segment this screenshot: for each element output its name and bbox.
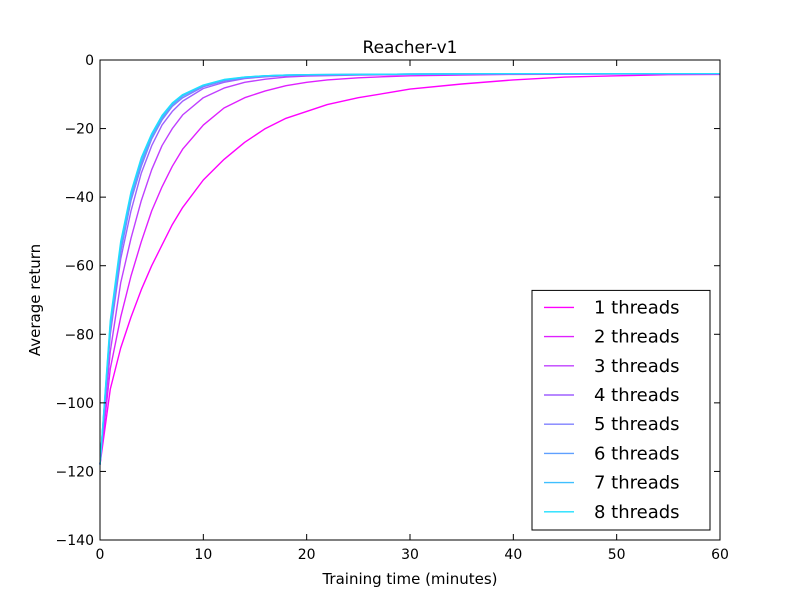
legend-label: 4 threads xyxy=(594,385,680,406)
legend-label: 5 threads xyxy=(594,414,680,435)
legend: 1 threads 2 threads 3 threads 4 threads 5 th… xyxy=(531,289,711,531)
legend-label: 1 threads xyxy=(594,297,680,318)
x-axis-label: Training time (minutes) xyxy=(321,570,497,588)
legend-label: 6 threads xyxy=(594,443,680,464)
x-tick-label: 20 xyxy=(298,547,316,563)
y-tick-label: −40 xyxy=(64,190,94,206)
legend-entry: 1 threads xyxy=(544,297,680,318)
legend-entry: 7 threads xyxy=(544,473,680,494)
legend-entry: 3 threads xyxy=(544,356,680,377)
legend-entry: 6 threads xyxy=(544,443,680,464)
legend-entry: 2 threads xyxy=(544,327,680,348)
x-tick-label: 0 xyxy=(96,547,105,563)
legend-label: 3 threads xyxy=(594,356,680,377)
legend-entry: 8 threads xyxy=(544,502,680,523)
chart-title: Reacher-v1 xyxy=(363,38,458,58)
x-tick-label: 60 xyxy=(711,547,729,563)
y-tick-label: −20 xyxy=(64,122,94,138)
legend-frame xyxy=(531,289,711,531)
series-line-2 xyxy=(99,73,721,465)
legend-label: 8 threads xyxy=(594,502,680,523)
y-tick-label: −80 xyxy=(64,327,94,343)
legend-label: 7 threads xyxy=(594,473,680,494)
x-tick-label: 10 xyxy=(194,547,212,563)
series-layer xyxy=(99,72,721,465)
x-tick-label: 40 xyxy=(504,547,522,563)
y-tick-label: −60 xyxy=(64,259,94,275)
legend-entry: 5 threads xyxy=(544,414,680,435)
series-line-1 xyxy=(99,73,721,465)
y-axis-label: Average return xyxy=(26,244,44,356)
tick-layer: 0 10 20 30 40 50 60 0 −20 −40 −60 −80 −100 −120 −140 xyxy=(56,53,729,563)
y-tick-label: −100 xyxy=(56,396,94,412)
legend-entry: 4 threads xyxy=(544,385,680,406)
y-tick-label: −120 xyxy=(56,464,94,480)
x-tick-label: 50 xyxy=(608,547,626,563)
y-tick-label: −140 xyxy=(56,533,94,549)
legend-label: 2 threads xyxy=(594,327,680,348)
x-tick-label: 30 xyxy=(401,547,419,563)
y-tick-label: 0 xyxy=(85,53,94,69)
series-line-8 xyxy=(99,72,720,465)
